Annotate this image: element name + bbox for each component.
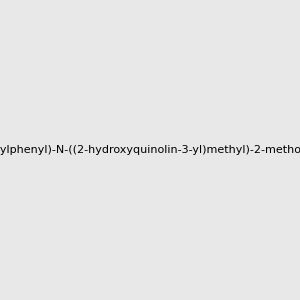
Text: N-(2,5-dimethylphenyl)-N-((2-hydroxyquinolin-3-yl)methyl)-2-methoxybenzamide: N-(2,5-dimethylphenyl)-N-((2-hydroxyquin… xyxy=(0,145,300,155)
